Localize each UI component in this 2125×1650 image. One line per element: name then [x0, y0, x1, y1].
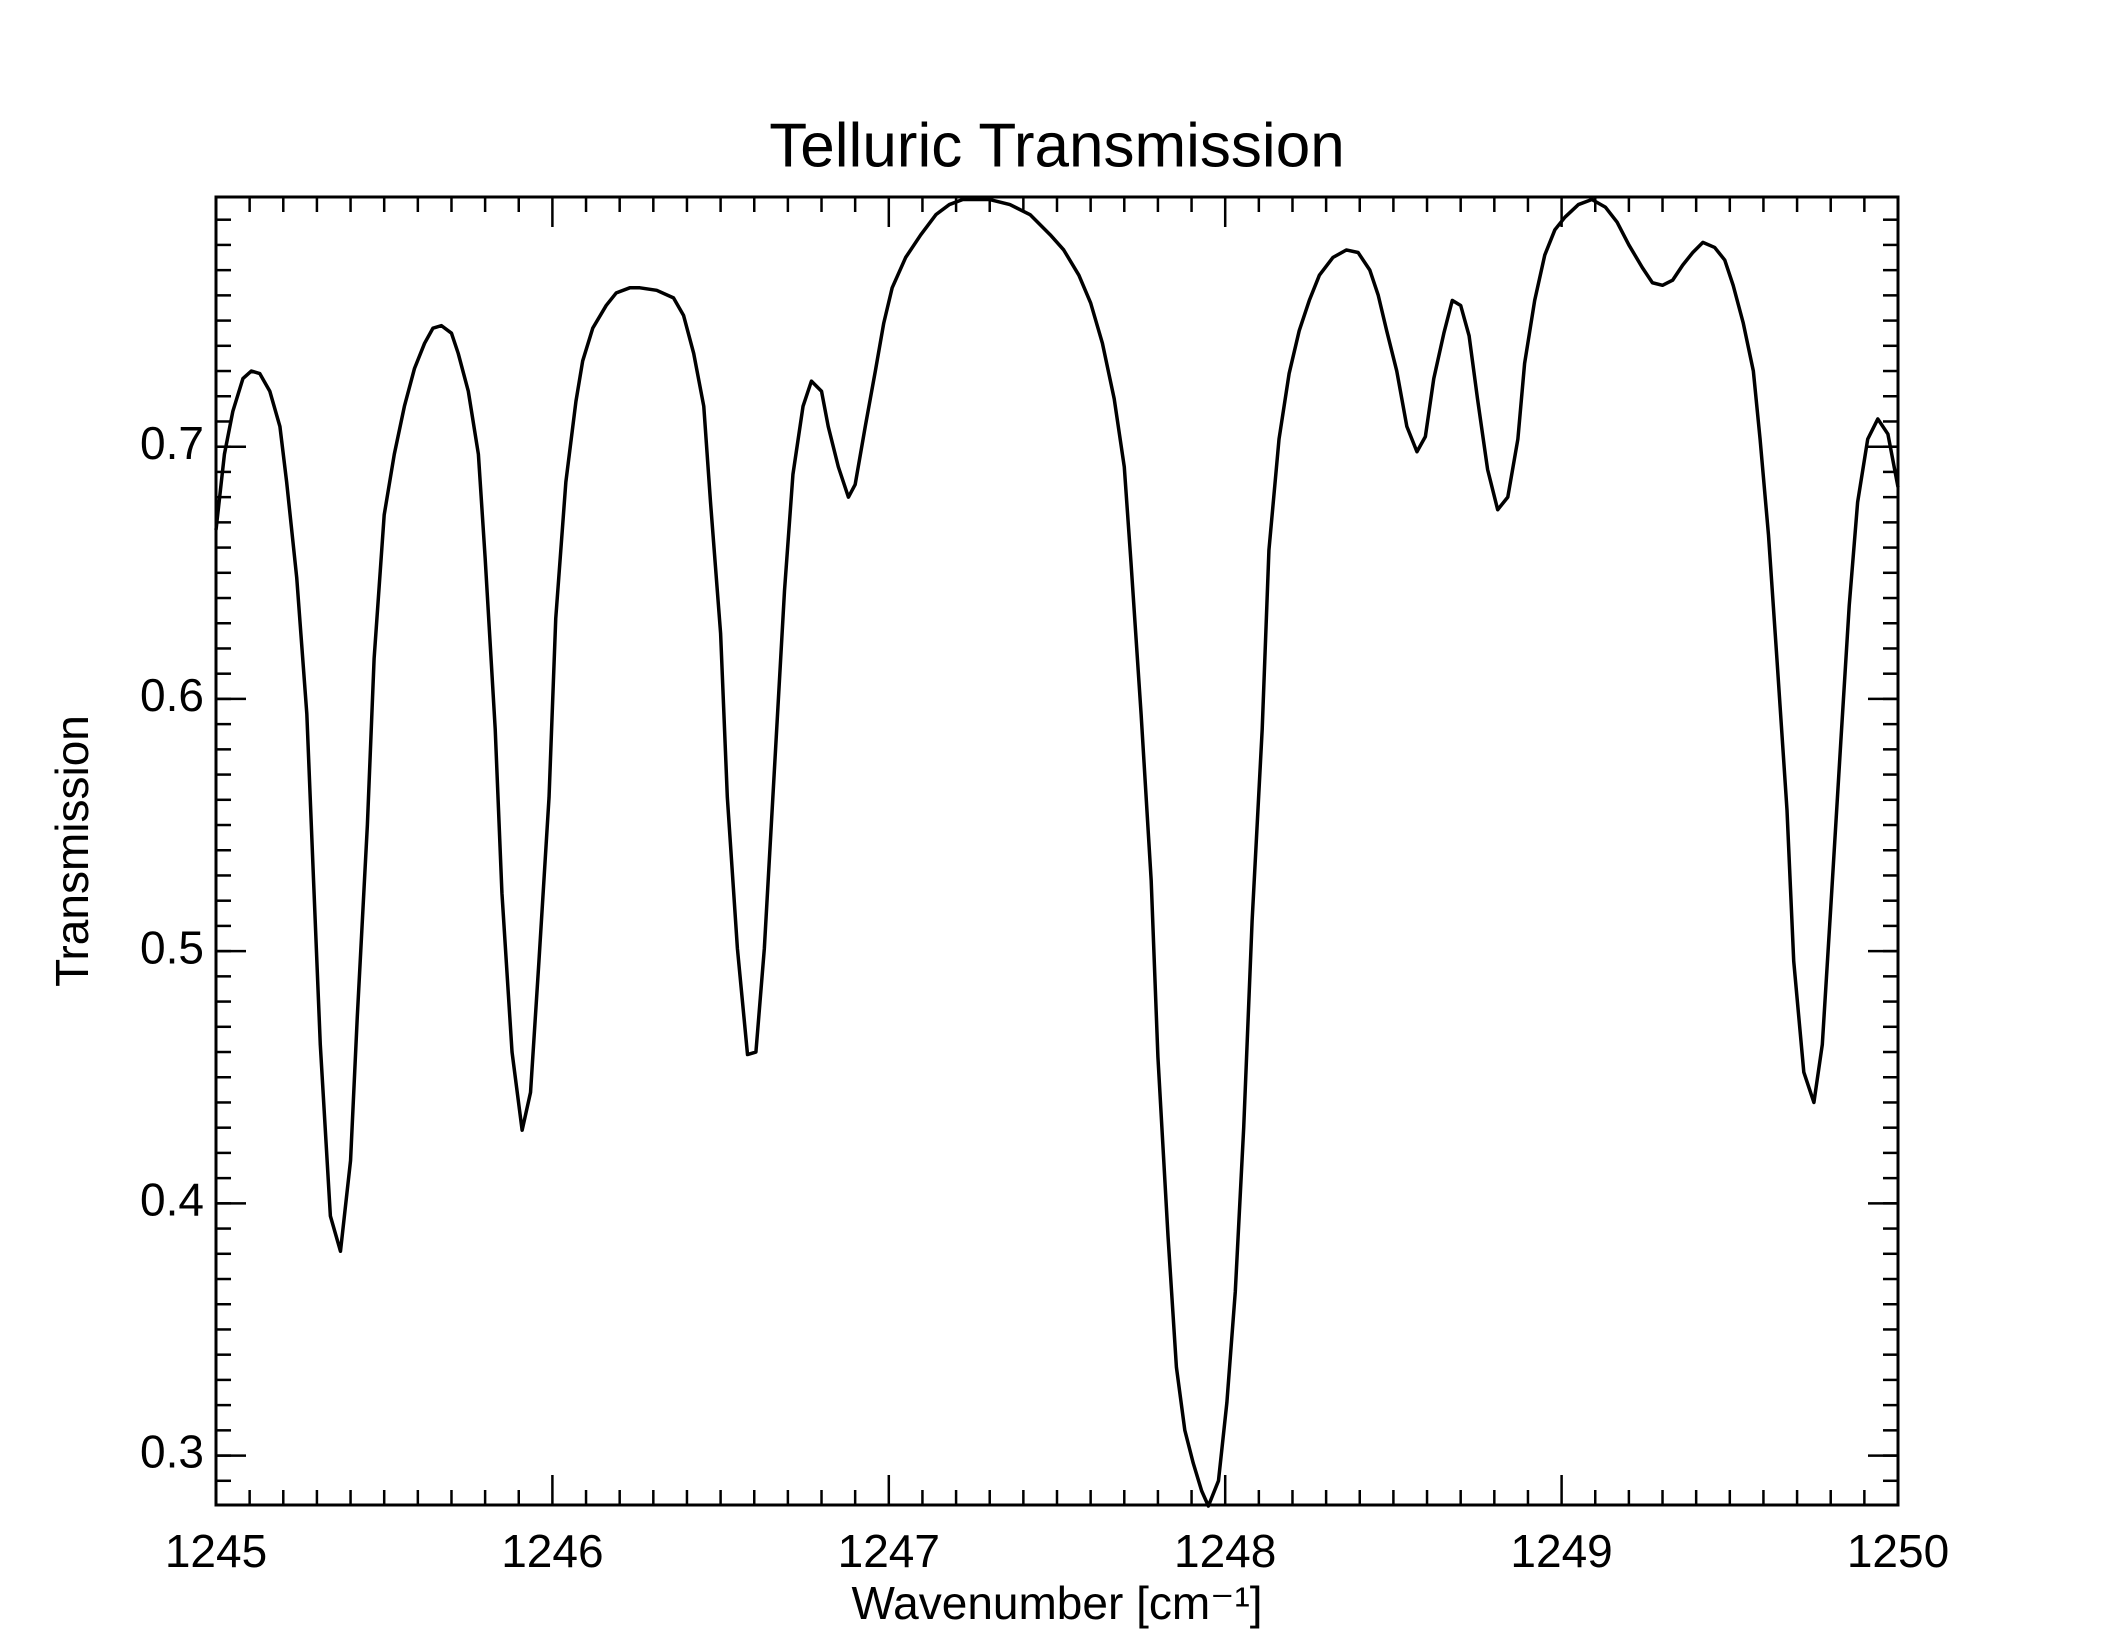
- y-tick-label: 0.7: [140, 417, 204, 469]
- y-tick-label: 0.5: [140, 921, 204, 973]
- plot-frame: [214, 195, 1900, 1507]
- x-tick-label: 1248: [1174, 1525, 1276, 1577]
- y-tick-label: 0.3: [140, 1426, 204, 1478]
- x-tick-label: 1247: [838, 1525, 940, 1577]
- chart-title: Telluric Transmission: [769, 111, 1344, 180]
- x-tick-label: 1245: [165, 1525, 267, 1577]
- y-tick-label: 0.6: [140, 669, 204, 721]
- x-axis-label: Wavenumber [cm⁻¹]: [851, 1577, 1262, 1629]
- y-tick-label: 0.4: [140, 1174, 204, 1226]
- x-tick-label: 1250: [1847, 1525, 1949, 1577]
- transmission-line: [214, 197, 1900, 1508]
- y-axis-label: Transmission: [46, 715, 98, 987]
- x-tick-label: 1249: [1510, 1525, 1612, 1577]
- x-tick-label: 1246: [501, 1525, 603, 1577]
